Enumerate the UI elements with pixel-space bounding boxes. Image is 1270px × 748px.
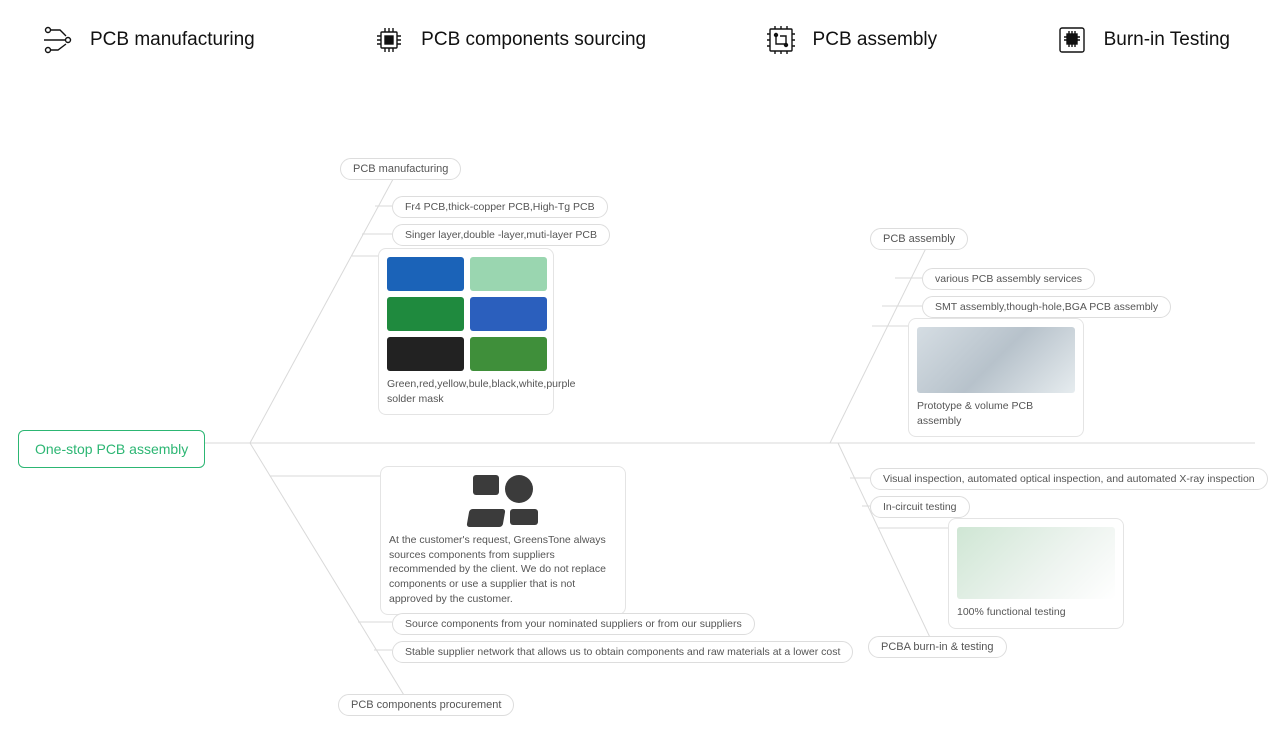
header-item-sourcing: PCB components sourcing <box>371 22 646 58</box>
mfg-item-2: Singer layer,double -layer,muti-layer PC… <box>392 224 610 246</box>
pcb-thumb <box>470 337 547 371</box>
pcb-thumb <box>387 257 464 291</box>
header-item-testing: Burn-in Testing <box>1054 22 1230 58</box>
chip-shape <box>505 475 533 503</box>
root-node: One-stop PCB assembly <box>18 430 205 468</box>
mfg-card: Green,red,yellow,bule,black,white,purple… <box>378 248 554 415</box>
testing-icon <box>1054 22 1090 58</box>
header-label: PCB components sourcing <box>421 29 646 51</box>
pcb-thumb <box>470 257 547 291</box>
pcb-thumb <box>470 297 547 331</box>
diagram-canvas: PCB manufacturing PCB components sourcin… <box>0 0 1270 748</box>
branch-title-assembly: PCB assembly <box>870 228 968 250</box>
proc-card-caption: At the customer's request, GreensTone al… <box>389 533 617 606</box>
proc-card: At the customer's request, GreensTone al… <box>380 466 626 615</box>
pcb-thumb <box>387 297 464 331</box>
pcb-thumb <box>387 337 464 371</box>
chip-icon <box>371 22 407 58</box>
node-label: Source components from your nominated su… <box>405 618 742 630</box>
mfg-card-caption: Green,red,yellow,bule,black,white,purple… <box>387 377 547 406</box>
test-item-2: In-circuit testing <box>870 496 970 518</box>
header-label: PCB assembly <box>813 29 938 51</box>
asm-item-1: various PCB assembly services <box>922 268 1095 290</box>
node-label: PCB manufacturing <box>353 163 448 175</box>
node-label: various PCB assembly services <box>935 273 1082 285</box>
proc-item-2: Stable supplier network that allows us t… <box>392 641 853 663</box>
chip-shape <box>473 475 499 495</box>
node-label: Fr4 PCB,thick-copper PCB,High-Tg PCB <box>405 201 595 213</box>
chips-cluster <box>389 509 617 527</box>
node-label: Singer layer,double -layer,muti-layer PC… <box>405 229 597 241</box>
header-label: Burn-in Testing <box>1104 29 1230 51</box>
branch-title-procurement: PCB components procurement <box>338 694 514 716</box>
node-label: Visual inspection, automated optical ins… <box>883 473 1255 485</box>
header-item-assembly: PCB assembly <box>763 22 938 58</box>
chip-shape <box>510 509 538 525</box>
chips-cluster <box>389 475 617 503</box>
asm-photo <box>917 327 1075 393</box>
proc-item-1: Source components from your nominated su… <box>392 613 755 635</box>
header-row: PCB manufacturing PCB components sourcin… <box>40 22 1230 58</box>
test-photo <box>957 527 1115 599</box>
test-card: 100% functional testing <box>948 518 1124 629</box>
asm-item-2: SMT assembly,though-hole,BGA PCB assembl… <box>922 296 1171 318</box>
node-label: In-circuit testing <box>883 501 957 513</box>
root-label: One-stop PCB assembly <box>35 441 188 457</box>
branch-title-testing: PCBA burn-in & testing <box>868 636 1007 658</box>
node-label: Stable supplier network that allows us t… <box>405 646 840 658</box>
node-label: SMT assembly,though-hole,BGA PCB assembl… <box>935 301 1158 313</box>
circuit-icon <box>40 22 76 58</box>
mfg-item-1: Fr4 PCB,thick-copper PCB,High-Tg PCB <box>392 196 608 218</box>
test-card-caption: 100% functional testing <box>957 605 1115 620</box>
branch-title-manufacturing: PCB manufacturing <box>340 158 461 180</box>
pcb-thumb-grid <box>387 257 547 371</box>
chip-shape <box>466 509 505 527</box>
node-label: PCB assembly <box>883 233 955 245</box>
test-item-1: Visual inspection, automated optical ins… <box>870 468 1268 490</box>
node-label: PCB components procurement <box>351 699 501 711</box>
node-label: PCBA burn-in & testing <box>881 641 994 653</box>
asm-card: Prototype & volume PCB assembly <box>908 318 1084 437</box>
header-label: PCB manufacturing <box>90 29 255 51</box>
asm-card-caption: Prototype & volume PCB assembly <box>917 399 1075 428</box>
header-item-manufacturing: PCB manufacturing <box>40 22 255 58</box>
assembly-icon <box>763 22 799 58</box>
